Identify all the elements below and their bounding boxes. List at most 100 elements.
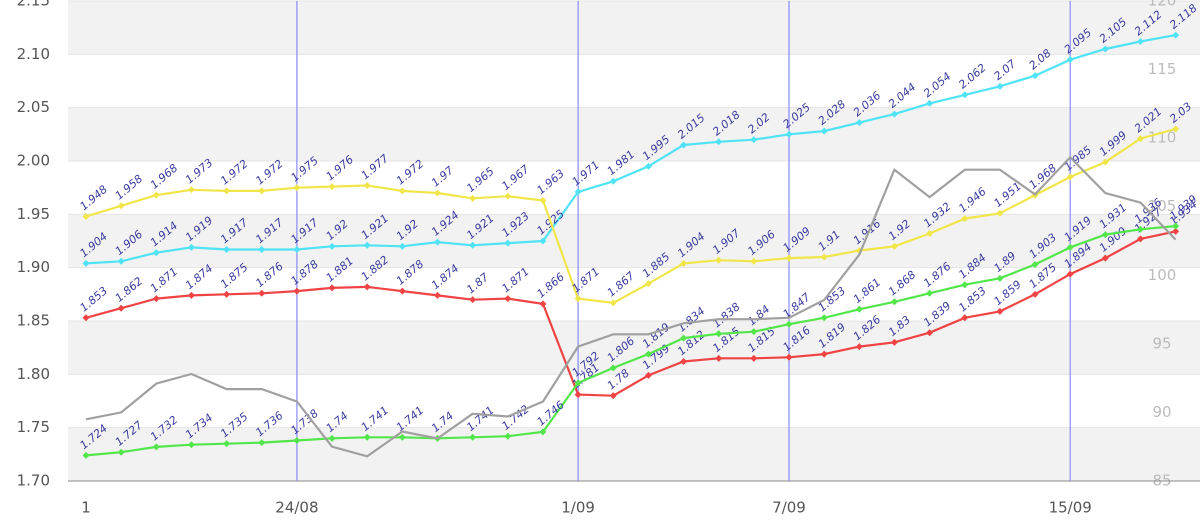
value-label: 1.972 (218, 157, 250, 187)
value-label: 1.853 (956, 284, 988, 314)
point (609, 392, 617, 400)
point (574, 391, 582, 399)
point (328, 284, 336, 292)
point (82, 259, 90, 267)
point (398, 433, 406, 441)
point (855, 343, 863, 351)
point (117, 448, 125, 456)
x-tick-label: 1/09 (561, 499, 595, 517)
point (434, 189, 441, 197)
plot-background (68, 1, 1200, 481)
point (785, 320, 793, 328)
point (152, 443, 160, 451)
y2-tick-label: 90 (1152, 403, 1171, 421)
point (1137, 38, 1144, 46)
point (152, 249, 160, 257)
point (258, 289, 266, 297)
point (961, 281, 969, 289)
point (820, 350, 828, 358)
point (680, 334, 688, 342)
y-tick-label: 2.05 (17, 98, 50, 116)
band (68, 214, 1200, 268)
point (363, 241, 371, 249)
value-label: 1.967 (499, 163, 531, 193)
point (715, 354, 723, 362)
point (820, 314, 828, 322)
value-label: 1.963 (534, 167, 566, 197)
point (750, 136, 758, 144)
point (1137, 235, 1144, 243)
point (715, 256, 723, 264)
point (504, 192, 512, 200)
point (187, 291, 195, 299)
x-tick-label: 1 (81, 499, 91, 517)
point (855, 119, 863, 127)
point (363, 433, 371, 441)
point (328, 183, 336, 191)
point (117, 304, 125, 312)
point (504, 239, 512, 247)
point (785, 254, 793, 262)
point (644, 280, 652, 288)
point (609, 364, 617, 372)
value-label: 1.861 (851, 276, 883, 306)
point (434, 238, 441, 246)
value-label: 2.062 (956, 61, 988, 91)
point (644, 371, 652, 379)
point (328, 242, 336, 250)
point (996, 274, 1004, 282)
point (469, 296, 477, 304)
value-label: 1.946 (956, 185, 988, 215)
value-label: 1.867 (605, 269, 637, 299)
y-tick-label: 1.85 (17, 312, 50, 330)
band (68, 107, 1200, 161)
point (961, 215, 969, 223)
x-tick-label: 15/09 (1049, 499, 1092, 517)
point (890, 242, 898, 250)
y-tick-label: 1.95 (17, 205, 50, 223)
value-label: 1.87 (464, 271, 491, 297)
point (996, 209, 1004, 217)
value-label: 1.866 (534, 270, 566, 300)
point (609, 177, 617, 185)
point (187, 243, 195, 251)
point (504, 295, 512, 303)
series-line (85, 155, 1177, 458)
point (1101, 45, 1109, 53)
point (117, 257, 125, 265)
point (293, 287, 301, 295)
point (469, 241, 477, 249)
point (926, 230, 934, 238)
point (1101, 254, 1109, 262)
point (855, 305, 863, 313)
point (644, 350, 652, 358)
point (961, 91, 969, 99)
value-label: 1.971 (570, 158, 602, 188)
point (1066, 243, 1074, 251)
point (1101, 231, 1109, 239)
point (293, 246, 301, 254)
point (82, 314, 90, 322)
point (1031, 290, 1039, 298)
y-tick-label: 1.80 (17, 365, 50, 383)
point (680, 141, 688, 149)
point (398, 242, 406, 250)
point (258, 187, 266, 195)
point (539, 300, 547, 308)
point (434, 291, 441, 299)
point (223, 187, 231, 195)
point (926, 289, 934, 297)
point (820, 127, 828, 135)
point (363, 182, 371, 190)
value-label: 2.044 (886, 80, 918, 110)
point (1137, 135, 1144, 143)
value-label: 1.965 (464, 165, 496, 195)
point (152, 191, 160, 199)
point (293, 184, 301, 192)
value-label: 1.871 (570, 265, 602, 295)
point (258, 439, 266, 447)
point (223, 246, 231, 254)
point (398, 187, 406, 195)
